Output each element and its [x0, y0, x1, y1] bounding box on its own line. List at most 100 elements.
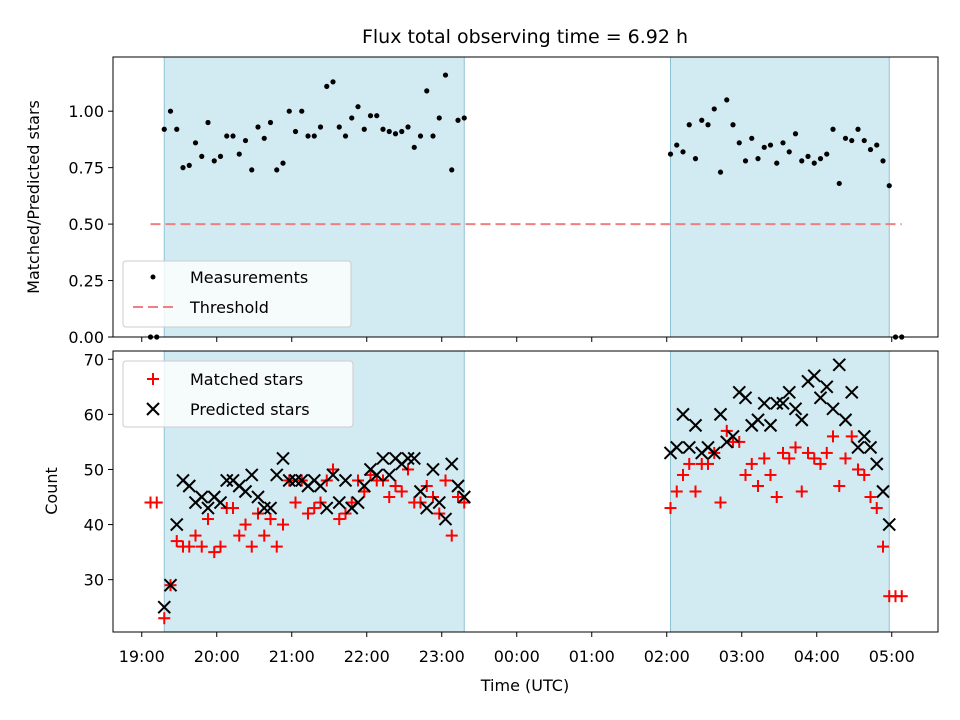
- matched-star-point: [270, 540, 283, 553]
- predicted-star-point: [726, 429, 740, 444]
- count-x-tick-label: 01:00: [569, 647, 615, 666]
- observing-window-top-1: [670, 56, 890, 338]
- predicted-star-point: [713, 407, 728, 422]
- matched-star-point: [333, 513, 346, 526]
- count-y-tick-label: 70: [84, 350, 104, 369]
- measurement-point: [292, 128, 299, 135]
- matched-star-point: [327, 463, 339, 476]
- matched-star-point: [752, 479, 764, 492]
- measurement-point: [192, 140, 199, 146]
- predicted-star-point: [682, 440, 696, 455]
- measurements-legend-label: Measurements: [190, 268, 308, 287]
- matched-star-point: [839, 452, 852, 465]
- predicted-star-point: [445, 457, 459, 471]
- matched-star-point: [758, 452, 771, 465]
- measurement-point: [799, 158, 805, 164]
- predicted-star-point: [326, 468, 340, 482]
- count-x-tick-label: 21:00: [269, 647, 315, 666]
- matched-star-point: [702, 457, 714, 470]
- matched-star-point: [689, 485, 702, 498]
- matched-legend-label: Matched stars: [190, 370, 303, 389]
- matched-star-point: [877, 540, 889, 553]
- ratio-panel: 0.00 0.25 0.50 0.75 1.00 Flux total observin…: [24, 26, 939, 347]
- predicted-star-point: [870, 457, 884, 471]
- matched-star-point: [183, 540, 196, 553]
- predicted-star-point: [401, 451, 415, 466]
- predicted-star-point: [763, 418, 778, 433]
- measurement-point: [442, 72, 449, 78]
- matched-star-point: [764, 468, 777, 481]
- predicted-star-point: [407, 451, 421, 466]
- matched-star-point: [364, 468, 377, 481]
- measurement-point: [330, 79, 336, 85]
- count-x-tick-label: 03:00: [719, 647, 765, 666]
- ratio-y-axis-label: Matched/Predicted stars: [24, 100, 43, 294]
- predicted-star-point: [245, 468, 259, 482]
- predicted-star-point: [170, 517, 184, 532]
- matched-star-point: [383, 491, 396, 504]
- measurement-point: [392, 131, 399, 137]
- matched-star-point: [864, 491, 877, 504]
- measurement-point: [449, 167, 455, 173]
- ratio-y-tick-label: 0.25: [68, 272, 104, 291]
- measurement-point: [242, 137, 249, 144]
- predicted-stars-series: [157, 358, 896, 614]
- predicted-star-point: [251, 490, 265, 504]
- measurement-point: [780, 140, 786, 146]
- count-y-tick-label: 30: [84, 571, 104, 590]
- matched-star-point: [395, 485, 408, 498]
- measurement-point: [174, 126, 180, 132]
- matched-star-point: [858, 468, 871, 481]
- measurement-point: [274, 167, 280, 173]
- measurement-point: [830, 126, 836, 132]
- measurement-point: [286, 108, 292, 114]
- measurement-point: [399, 128, 405, 135]
- matched-star-point: [345, 496, 358, 509]
- matched-star-point: [264, 513, 277, 526]
- ratio-y-tick-label: 0.00: [68, 328, 104, 347]
- count-x-tick-label: 19:00: [119, 647, 165, 666]
- predicted-star-point: [707, 446, 721, 460]
- matched-star-point: [714, 496, 727, 509]
- matched-star-point: [745, 457, 758, 470]
- measurement-point: [417, 133, 424, 139]
- matched-star-point: [458, 496, 471, 509]
- count-panel: 30 40 50 60 70 19:00 20:00 21:00 22:00 23:00 00:0…: [42, 350, 939, 695]
- predicted-star-point: [776, 396, 790, 411]
- matched-star-point: [158, 612, 171, 625]
- predicted-star-point: [820, 380, 834, 394]
- predicted-star-point: [863, 440, 878, 455]
- ratio-y-tick-label: 1.00: [68, 102, 104, 121]
- measurement-point: [742, 158, 749, 164]
- measurement-point: [805, 153, 811, 159]
- ratio-y-tick-label: 0.50: [68, 215, 104, 234]
- measurement-point: [355, 104, 361, 110]
- predicted-star-point: [382, 468, 396, 482]
- measurement-point: [436, 115, 442, 121]
- predicted-star-point: [438, 512, 453, 526]
- predicted-star-point: [832, 358, 846, 372]
- ratio-legend-box: [122, 260, 352, 328]
- predicted-star-point: [795, 413, 809, 427]
- measurement-point: [236, 151, 242, 157]
- measurement-point: [674, 142, 680, 148]
- predicted-star-point: [432, 495, 446, 510]
- matched-star-point: [827, 430, 839, 443]
- measurement-point: [249, 167, 255, 173]
- matched-stars-series: [144, 424, 908, 625]
- measurement-point: [455, 117, 461, 123]
- measurement-point: [711, 106, 717, 112]
- measurement-point: [699, 117, 705, 123]
- matched-star-point: [308, 502, 321, 515]
- matched-star-point: [852, 463, 864, 476]
- matched-star-point: [233, 529, 246, 542]
- measurement-point: [261, 135, 267, 141]
- matched-star-point: [239, 518, 252, 531]
- measurement-point: [836, 180, 842, 187]
- count-x-tick-label: 02:00: [644, 647, 690, 666]
- matched-star-point: [195, 540, 208, 553]
- measurement-point: [811, 160, 817, 166]
- matched-star-point: [227, 502, 239, 515]
- ratio-legend: Measurements Threshold: [122, 260, 352, 328]
